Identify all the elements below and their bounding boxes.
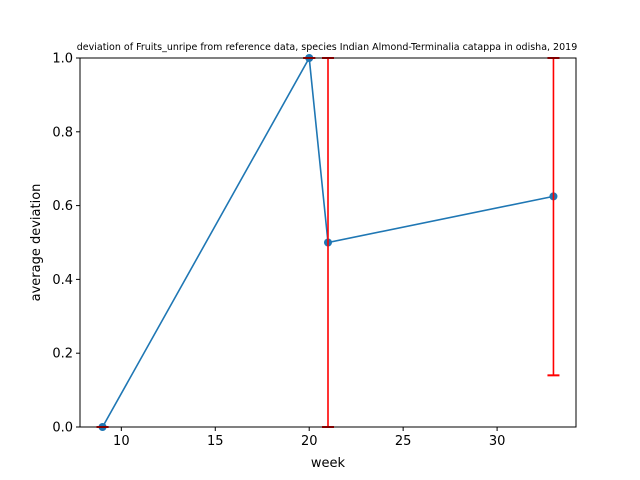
x-axis-label: week [311,456,346,471]
series-line [101,55,554,428]
y-tick-label: 0.6 [52,199,73,214]
y-tick-label: 0.8 [52,125,73,140]
x-tick-label: 20 [301,434,318,449]
x-tick-label: 25 [395,434,412,449]
axes-frame [79,57,577,428]
chart-title: deviation of Fruits_unripe from referenc… [77,42,578,53]
x-axis: 10 15 20 25 30 [113,427,505,449]
y-axis-label: average deviation [29,184,44,302]
y-axis: 0.0 0.2 0.4 0.6 0.8 1.0 [52,52,80,436]
y-tick-label: 0.0 [52,421,73,436]
y-tick-label: 0.2 [52,347,73,362]
y-tick-label: 0.4 [52,273,73,288]
x-tick-label: 15 [207,434,224,449]
x-tick-label: 30 [489,434,506,449]
x-tick-label: 10 [113,434,130,449]
y-tick-label: 1.0 [52,52,73,67]
